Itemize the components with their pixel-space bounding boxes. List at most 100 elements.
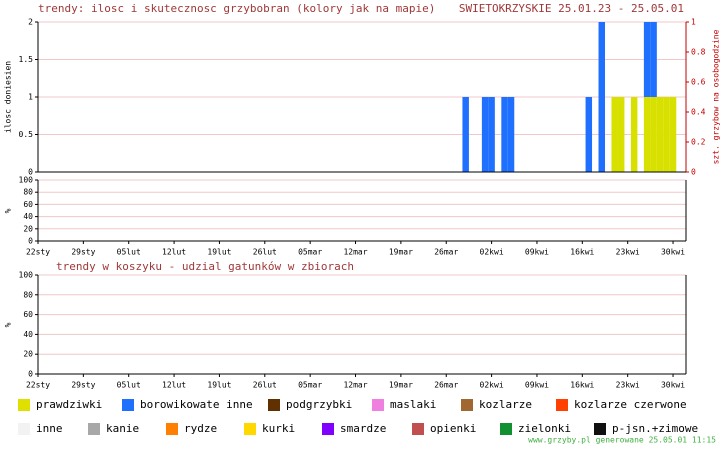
- y-tick-label: 80: [23, 188, 33, 197]
- x-tick-label: 02kwi: [480, 381, 504, 390]
- x-tick-label: 26mar: [434, 381, 458, 390]
- legend-swatch: [594, 423, 606, 435]
- x-tick-label: 19mar: [389, 381, 413, 390]
- bar: [507, 97, 515, 172]
- legend-label: maslaki: [390, 398, 436, 411]
- x-tick-label: 16kwi: [570, 248, 594, 257]
- legend-swatch: [244, 423, 256, 435]
- legend-swatch: [88, 423, 100, 435]
- x-tick-label: 23kwi: [616, 381, 640, 390]
- x-tick-label: 12lut: [162, 248, 186, 257]
- y2-tick-label: 0.6: [691, 78, 706, 87]
- y-tick-label: 20: [23, 350, 33, 359]
- x-tick-label: 19lut: [207, 248, 231, 257]
- y-tick-label: 100: [19, 176, 34, 185]
- y-tick-label: 0: [28, 168, 33, 177]
- y-tick-label: 40: [23, 212, 33, 221]
- y2-axis-label: szt. grzybow na osobogodzine: [712, 29, 721, 164]
- bar: [611, 97, 618, 172]
- bar: [462, 97, 469, 172]
- y2-tick-label: 0: [691, 168, 696, 177]
- y-tick-label: 40: [23, 330, 33, 339]
- bar: [650, 22, 657, 97]
- x-tick-label: 12mar: [343, 248, 367, 257]
- bar: [669, 97, 677, 172]
- x-tick-label: 05mar: [298, 381, 322, 390]
- legend-label: prawdziwki: [36, 398, 102, 411]
- legend-label: borowikowate inne: [140, 398, 253, 411]
- y-tick-label: 20: [23, 224, 33, 233]
- x-tick-label: 26lut: [253, 381, 277, 390]
- bar: [650, 97, 657, 172]
- y-tick-label: 2: [28, 18, 33, 27]
- legend-swatch: [461, 399, 473, 411]
- x-tick-label: 16kwi: [570, 381, 594, 390]
- bar: [663, 97, 670, 172]
- y-tick-label: 60: [23, 310, 33, 319]
- x-tick-label: 22sty: [26, 248, 50, 257]
- x-tick-label: 12mar: [343, 381, 367, 390]
- y-axis-label: ilosc doniesien: [4, 61, 13, 133]
- legend-label: zielonki: [518, 422, 571, 435]
- y-tick-label: 100: [19, 271, 34, 280]
- x-tick-label: 30kwi: [661, 381, 685, 390]
- legend-label: smardze: [340, 422, 386, 435]
- x-tick-label: 05lut: [117, 248, 141, 257]
- legend-swatch: [166, 423, 178, 435]
- x-tick-label: 09kwi: [525, 248, 549, 257]
- legend-label: inne: [36, 422, 63, 435]
- y-tick-label: 60: [23, 200, 33, 209]
- x-tick-label: 05mar: [298, 248, 322, 257]
- x-tick-label: 29sty: [71, 381, 95, 390]
- bar: [630, 97, 638, 172]
- y-tick-label: 0: [28, 370, 33, 379]
- bar: [481, 97, 489, 172]
- bar: [643, 97, 651, 172]
- chart-subtitle: SWIETOKRZYSKIE 25.01.23 - 25.05.01: [459, 2, 684, 15]
- legend-swatch: [18, 423, 30, 435]
- y-tick-label: 0.5: [19, 130, 34, 139]
- chart-title: trendy: ilosc i skutecznosc grzybobran (…: [38, 2, 435, 15]
- bar: [488, 97, 495, 172]
- legend-swatch: [556, 399, 568, 411]
- legend-swatch: [500, 423, 512, 435]
- legend-label: opienki: [430, 422, 476, 435]
- bar: [617, 97, 625, 172]
- y2-tick-label: 0.4: [691, 108, 706, 117]
- x-tick-label: 19mar: [389, 248, 413, 257]
- legend-label: rydze: [184, 422, 217, 435]
- legend-label: kurki: [262, 422, 295, 435]
- x-tick-label: 09kwi: [525, 381, 549, 390]
- bar: [585, 97, 593, 172]
- y2-tick-label: 0.8: [691, 48, 706, 57]
- bar: [501, 97, 508, 172]
- chart-title: trendy w koszyku - udzial gatunków w zbi…: [56, 260, 354, 273]
- x-tick-label: 22sty: [26, 381, 50, 390]
- x-tick-label: 23kwi: [616, 248, 640, 257]
- x-tick-label: 26mar: [434, 248, 458, 257]
- x-tick-label: 02kwi: [480, 248, 504, 257]
- x-tick-label: 26lut: [253, 248, 277, 257]
- y2-tick-label: 0.2: [691, 138, 706, 147]
- bar: [643, 22, 651, 97]
- legend-swatch: [122, 399, 134, 411]
- x-tick-label: 29sty: [71, 248, 95, 257]
- legend-label: kozlarze: [479, 398, 532, 411]
- bar: [598, 22, 605, 172]
- legend-swatch: [372, 399, 384, 411]
- legend-label: kozlarze czerwone: [574, 398, 687, 411]
- legend-swatch: [322, 423, 334, 435]
- y2-tick-label: 1: [691, 18, 696, 27]
- y-tick-label: 1: [28, 93, 33, 102]
- y-tick-label: 80: [23, 290, 33, 299]
- y-axis-label: %: [4, 208, 13, 213]
- y-tick-label: 1.5: [19, 55, 34, 64]
- y-axis-label: %: [4, 322, 13, 327]
- x-tick-label: 12lut: [162, 381, 186, 390]
- bar: [656, 97, 664, 172]
- x-tick-label: 19lut: [207, 381, 231, 390]
- footer: www.grzyby.pl generowane 25.05.01 11:15: [528, 436, 716, 445]
- legend-label: p-jsn.+zimowe: [612, 422, 698, 435]
- x-tick-label: 05lut: [117, 381, 141, 390]
